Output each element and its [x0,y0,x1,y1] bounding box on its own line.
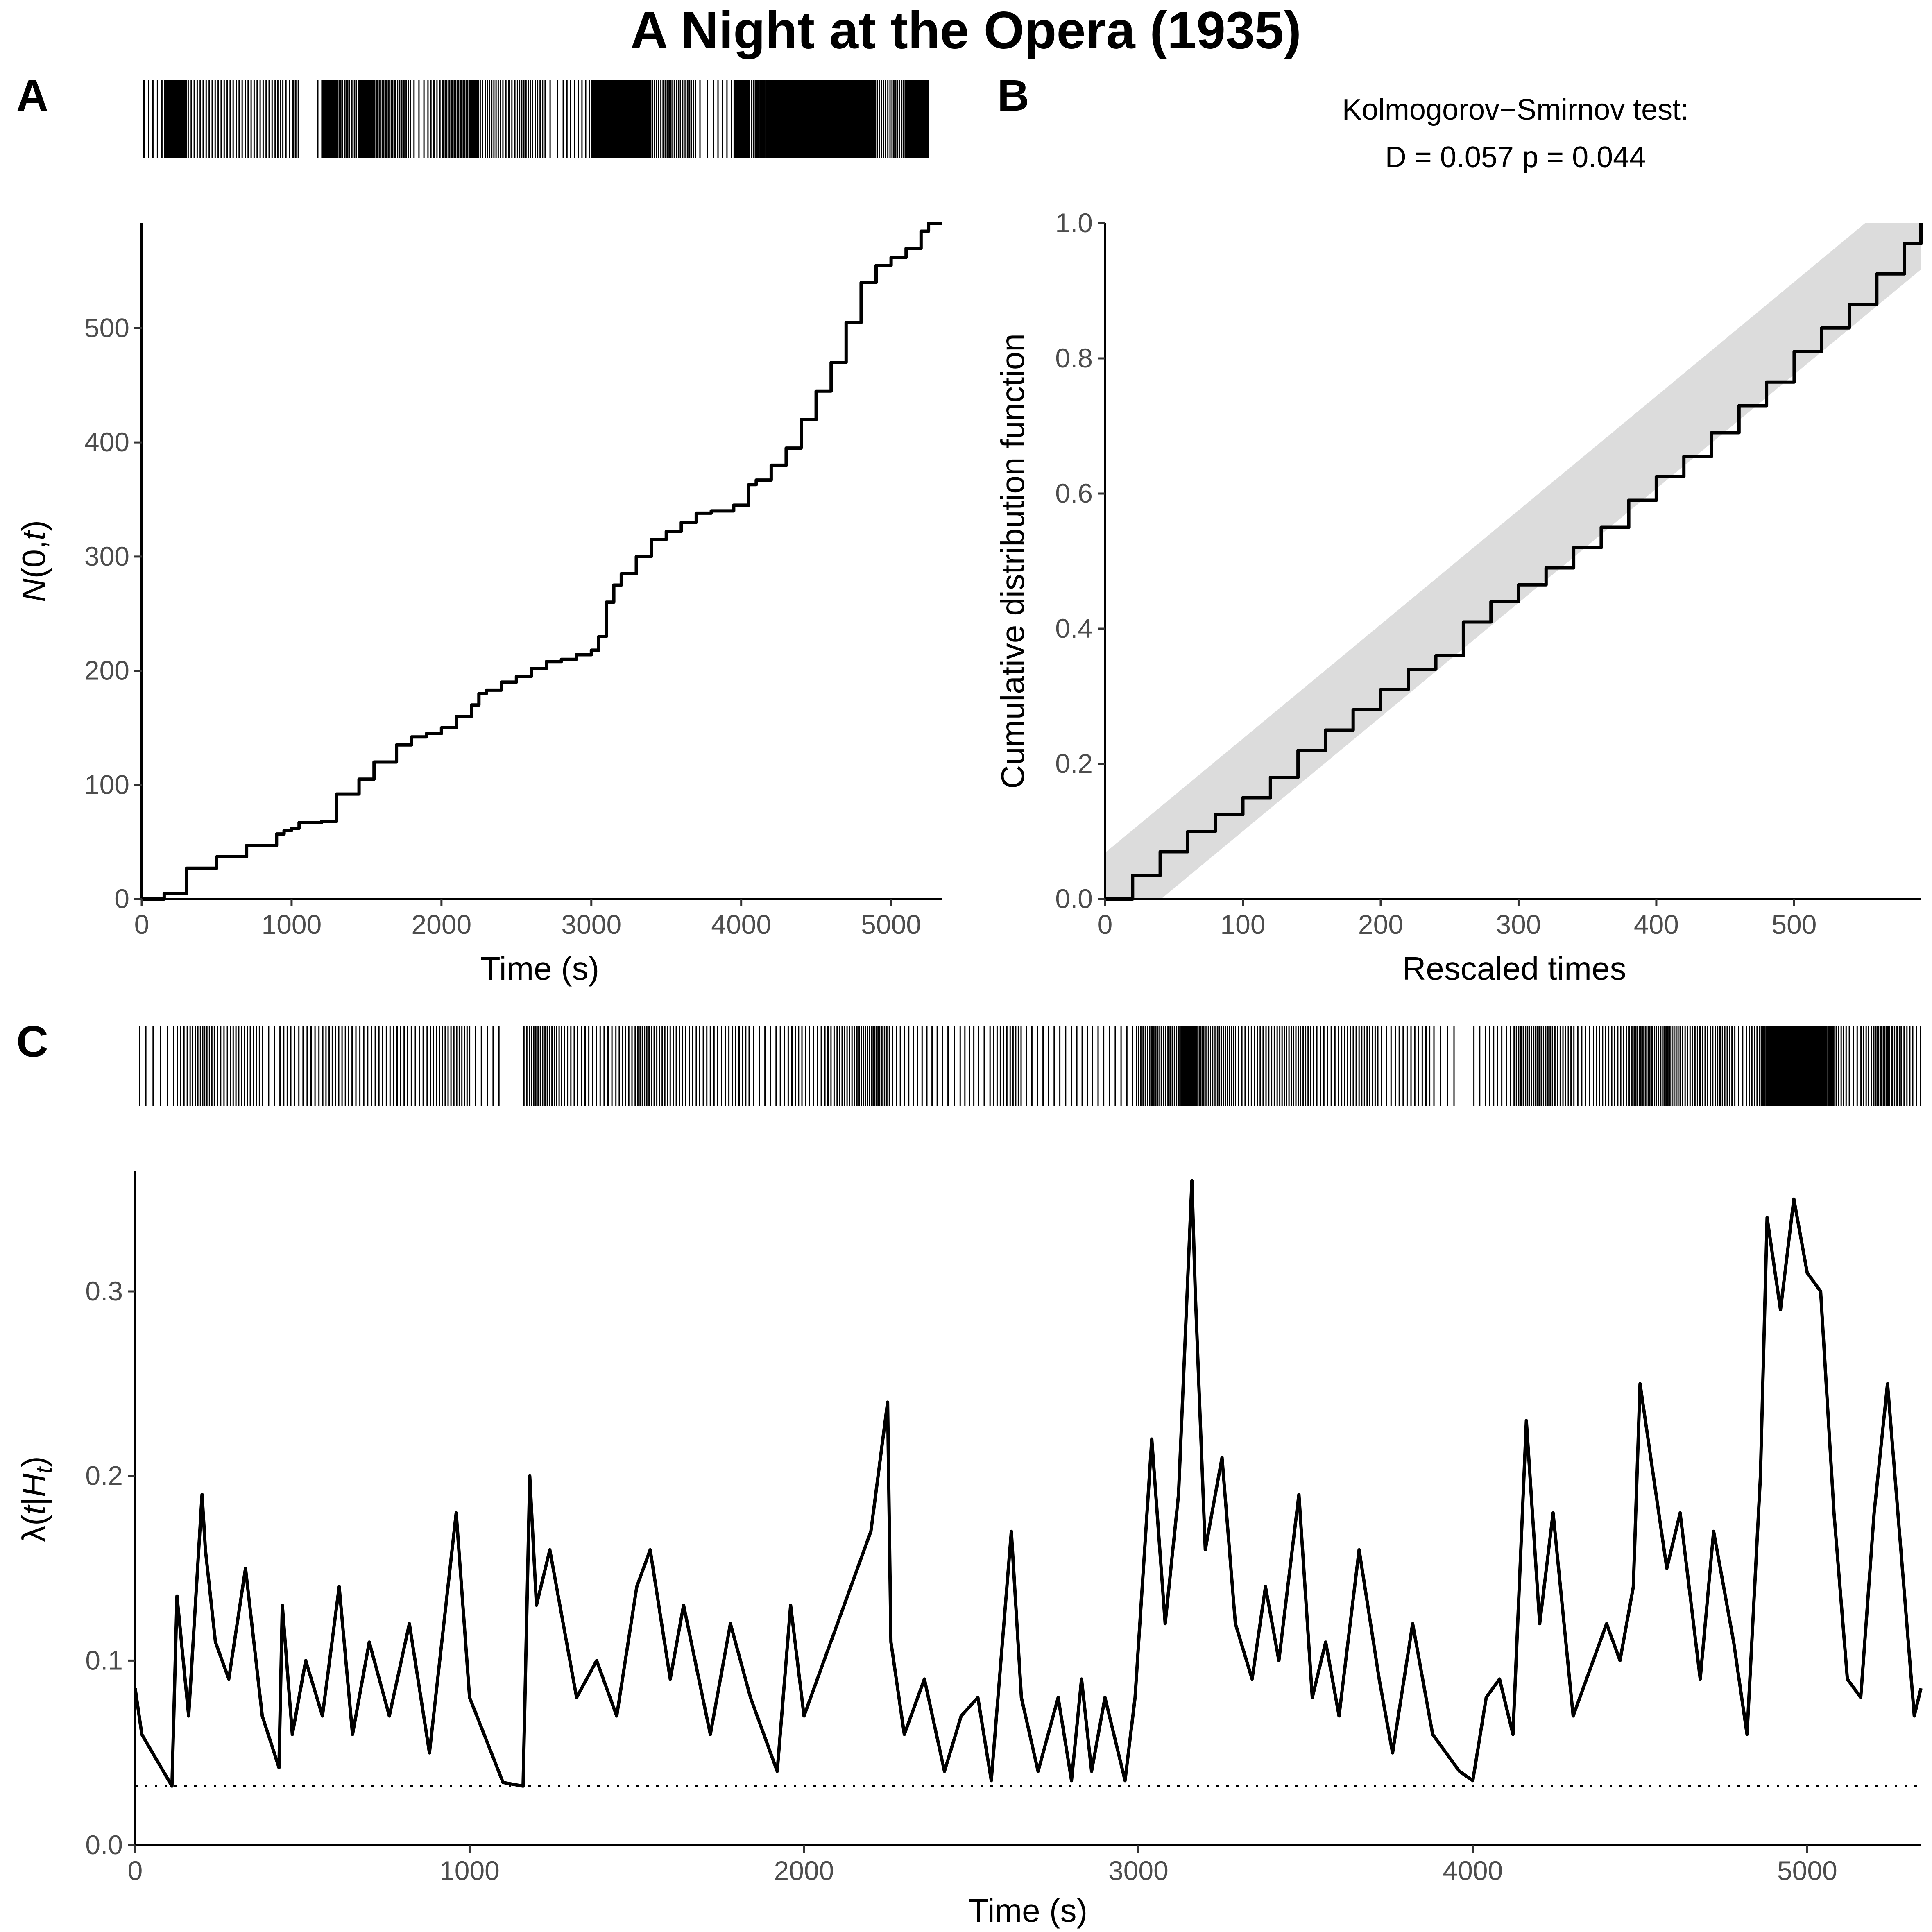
y-tick-label: 0.2 [85,1461,123,1491]
y-axis-title-a-text: N [16,578,52,602]
plot-a: 0 1000 2000 3000 4000 5000 0 100 200 300 400 500 [84,222,942,940]
y-axis-title-c-text: t [16,1504,52,1515]
figure-title: A Night at the Opera (1935) [630,1,1301,60]
y-tick-label: 100 [84,769,129,800]
panel-a: 0 1000 2000 3000 4000 5000 0 100 200 300 400 500 Ti… [16,80,942,987]
y-axis-title-c-text: H [16,1473,52,1497]
x-tick-label: 400 [1634,909,1679,940]
x-tick-label: 5000 [861,909,921,940]
x-tick-label: 300 [1496,909,1541,940]
plot-c: 0 1000 2000 3000 4000 5000 0.0 0.1 0.2 0.3 [85,1171,1923,1886]
panel-letter-a: A [16,70,48,120]
y-axis-title-c: λ(t|Ht) [16,1456,57,1542]
y-tick-label: 0.4 [1055,613,1093,643]
y-axis-title-c-text: λ( [16,1515,52,1542]
y-axis-title-a-text: t [16,530,52,540]
panel-b: Kolmogorov−Smirnov test: D = 0.057 p = 0… [994,93,1923,987]
panel-letter-c: C [16,1017,48,1066]
x-tick-label: 0 [128,1855,143,1886]
y-axis-title-a-text: ) [16,520,52,531]
y-tick-label: 1.0 [1055,208,1093,238]
x-tick-label: 1000 [439,1855,500,1886]
x-axis-title-a: Time (s) [480,950,599,987]
panel-letter-b: B [997,70,1029,120]
x-tick-label: 3000 [561,909,621,940]
y-tick-label: 400 [84,427,129,457]
x-tick-label: 3000 [1108,1855,1169,1886]
x-tick-label: 4000 [1443,1855,1503,1886]
x-tick-label: 1000 [262,909,322,940]
x-tick-label: 200 [1358,909,1403,940]
y-tick-label: 0.0 [1055,883,1093,914]
confidence-band [1105,223,1921,899]
y-axis-title-b: Cumulative distribution function [994,333,1031,789]
ks-annotation-line2: D = 0.057 p = 0.044 [1385,141,1646,174]
y-axis-title-c-text: ) [16,1456,52,1467]
y-tick-label: 0 [114,883,129,914]
y-tick-label: 500 [84,313,129,343]
series-line [1105,223,1923,901]
y-axis-title-a-text: (0, [16,540,52,578]
x-tick-label: 2000 [774,1855,834,1886]
plot-b: 0 100 200 300 400 500 0.0 0.2 0.4 0.6 0.8 1.0 [1055,208,1923,940]
panel-c: 0 1000 2000 3000 4000 5000 0.0 0.1 0.2 0.3 Time (… [16,1026,1923,1929]
y-tick-label: 0.1 [85,1645,123,1675]
x-tick-label: 2000 [411,909,471,940]
y-axis-title-a: N(0,t) [16,520,52,602]
x-axis-title-c: Time (s) [969,1892,1087,1929]
y-tick-label: 0.3 [85,1276,123,1306]
x-tick-label: 4000 [711,909,771,940]
y-tick-label: 0.8 [1055,343,1093,373]
x-tick-label: 5000 [1777,1855,1837,1886]
x-tick-label: 0 [134,909,149,940]
y-axis-title-c-text: | [16,1497,52,1506]
x-tick-label: 100 [1220,909,1265,940]
y-tick-label: 0.0 [85,1830,123,1860]
y-tick-label: 0.6 [1055,478,1093,508]
rug-a [143,80,929,158]
series-line [134,1179,1923,1788]
y-tick-label: 300 [84,541,129,571]
series-line [142,222,942,901]
x-tick-label: 500 [1771,909,1816,940]
x-tick-label: 0 [1098,909,1113,940]
y-axis-title-c-text: t [31,1466,57,1473]
y-tick-label: 200 [84,655,129,686]
rug-c [139,1026,1921,1106]
y-tick-label: 0.2 [1055,748,1093,779]
ks-annotation-line1: Kolmogorov−Smirnov test: [1342,93,1689,126]
x-axis-title-b: Rescaled times [1402,950,1626,987]
